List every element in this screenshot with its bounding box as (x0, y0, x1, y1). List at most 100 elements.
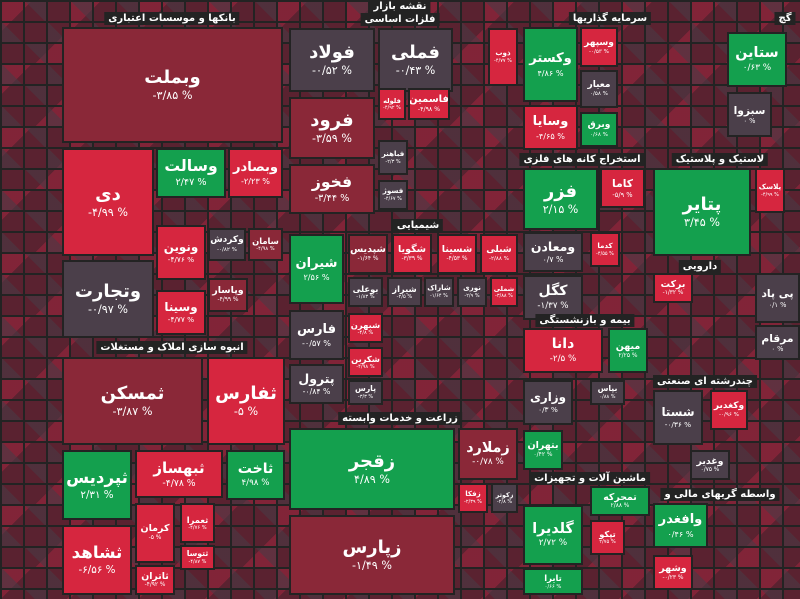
stock-tile: فاسمین -۴/۹۸ % (408, 88, 450, 120)
stock-change: -۰/۳۶ % (664, 420, 692, 430)
stock-name: تمحرکه (603, 491, 637, 503)
stock-name: شپدیس (350, 244, 386, 256)
stock-change: -۰/۴۳ % (395, 64, 436, 78)
stock-change: ۲/۷۲ % (538, 538, 568, 549)
stock-name: فزر (543, 180, 578, 202)
stock-tile: ثبهساز -۴/۷۸ % (135, 450, 223, 498)
stock-tile: فارس -۰/۵۷ % (289, 310, 344, 360)
stock-name: وافغدر (658, 512, 703, 528)
sector-title: بانکها و موسسات اعتباری (104, 12, 240, 25)
stock-tile: ثمسکن -۳/۸۷ % (62, 357, 203, 445)
stock-tile: وتجارت -۰/۹۷ % (62, 260, 154, 338)
stock-change: -۴/۹۸ % (356, 363, 375, 370)
stock-name: شبلی (486, 244, 512, 255)
stock-name: ذوب (495, 48, 511, 58)
stock-tile: وسایا -۴/۶۵ % (523, 105, 578, 150)
stock-tile: تپکو ۲/۷۵ % (590, 520, 625, 555)
stock-tile: فرود -۳/۵۹ % (289, 97, 375, 159)
sector-title: سرمایه گذاریها (568, 12, 652, 25)
stock-change: ۰/۳ % (538, 405, 558, 415)
stock-change: -۰/۸۴ % (302, 386, 331, 396)
stock-change: -۳/۸۸ % (495, 293, 513, 300)
stock-change: -۰/۸۲ % (216, 246, 237, 253)
sector-title: بیمه و بازنشستگی (535, 314, 635, 327)
stock-tile: شملی -۳/۸۸ % (490, 277, 518, 307)
page-title: نقشه بازار (369, 0, 431, 13)
stock-change: -۰/۷۸ % (472, 457, 504, 468)
stock-change: -۲/۵ % (549, 353, 577, 364)
stock-name: تایرا (544, 572, 562, 583)
stock-change: -۴/۷۸ % (162, 477, 196, 489)
stock-tile: گلدیرا ۲/۷۲ % (523, 505, 583, 565)
stock-name: دی (95, 183, 121, 205)
stock-tile: کرمان -۵ % (135, 503, 175, 563)
stock-name: زکوثر (495, 490, 514, 499)
stock-change: -۰/۵۷ % (301, 338, 331, 349)
stock-change: ۰/۴۲ % (533, 452, 553, 459)
stock-tile: تمحرکه ۲/۸۸ % (590, 486, 650, 516)
stock-change: -۴/۷۷ % (494, 58, 512, 65)
stock-tile: وبرق ۰/۶۸ % (580, 112, 618, 147)
stock-tile: شگویا -۳/۳۹ % (392, 234, 432, 274)
stock-tile: پارس -۳/۳ % (348, 380, 383, 405)
stock-tile: شیران ۲/۵۶ % (289, 234, 344, 304)
stock-tile: وبصادر -۲/۲۳ % (228, 148, 283, 198)
stock-tile: وشهر -۰/۲۳ % (653, 555, 693, 590)
stock-change: -۲/۳ % (385, 158, 401, 165)
stock-name: فخوز (311, 173, 353, 192)
stock-change: ۰ % (743, 117, 756, 126)
stock-change: -۴/۹۹ % (88, 206, 128, 220)
stock-change: -۰/۹۷ % (88, 303, 128, 317)
stock-tile: فسوژ -۴/۶۷ % (378, 180, 408, 210)
stock-change: -۱/۳۷ % (537, 300, 569, 311)
stock-change: -۴/۶۷ % (384, 196, 402, 203)
stock-tile: کاما -۵/۹ % (600, 168, 645, 208)
stock-tile: ستاین ۰/۶۳ % (727, 32, 787, 87)
stock-tile: کدما -۴/۵۵ % (590, 232, 620, 267)
stock-tile: فلوله -۴/۹۲ % (378, 88, 406, 120)
stock-name: دانا (551, 336, 575, 353)
stock-tile: شسینا -۴/۵۳ % (437, 234, 477, 274)
stock-tile: وغدیر ۰/۷۵ % (690, 450, 730, 480)
stock-name: وکردش (210, 235, 244, 246)
stock-name: فولاد (309, 41, 355, 63)
stock-tile: سامان -۴/۹۸ % (248, 228, 283, 261)
stock-name: وکغدیر (713, 400, 745, 411)
stock-tile: شکربن -۴/۹۸ % (348, 347, 383, 377)
stock-tile: زپارس -۱/۴۹ % (289, 515, 455, 595)
stock-name: ثبهساز (153, 458, 205, 477)
stock-change: -۴/۵۳ % (446, 256, 468, 263)
stock-name: پی پاد (761, 287, 794, 301)
stock-change: -۵ % (233, 405, 259, 419)
stock-tile: وافغدر ۰/۴۶ % (653, 503, 708, 548)
stock-tile: فولاد -۰/۵۲ % (289, 28, 375, 92)
stock-name: زپارس (342, 536, 402, 558)
stock-name: وسپهر (584, 37, 614, 48)
stock-name: فاسمین (409, 93, 449, 105)
stock-name: شبهرن (350, 319, 381, 330)
stock-name: فارس (296, 321, 337, 337)
sector-title: واسطه گریهای مالی و (660, 488, 780, 501)
stock-name: پترول (298, 371, 335, 387)
stock-name: فلوله (383, 96, 401, 105)
stock-change: ۰/۶۳ % (742, 62, 772, 73)
stock-name: شکربن (351, 353, 380, 364)
stock-change: -۶/۵۶ % (78, 563, 116, 576)
stock-tile: شبهرن -۴/۸ % (348, 313, 383, 343)
stock-change: ۰/۶۸ % (590, 131, 608, 138)
stock-tile: فزر ۲/۱۵ % (523, 168, 598, 230)
stock-tile: دانا -۲/۵ % (523, 328, 603, 373)
stock-name: وبرق (587, 120, 611, 131)
stock-name: بوعلی (352, 283, 379, 294)
stock-tile: بپاس ۰/۸۸ % (590, 380, 625, 405)
stock-tile: زفکا -۲/۳۹ % (458, 483, 488, 513)
stock-tile: ثاخت ۴/۹۸ % (226, 450, 285, 500)
stock-tile: زکوثر -۲/۸ % (491, 483, 518, 513)
stock-change: -۴/۵۵ % (596, 250, 614, 257)
stock-change: ۰/۷۵ % (700, 467, 720, 474)
sector-title: فلزات اساسی (360, 13, 440, 26)
stock-name: بپاس (597, 384, 618, 394)
stock-name: برکت (660, 278, 686, 290)
stock-name: وشهر (659, 562, 687, 574)
